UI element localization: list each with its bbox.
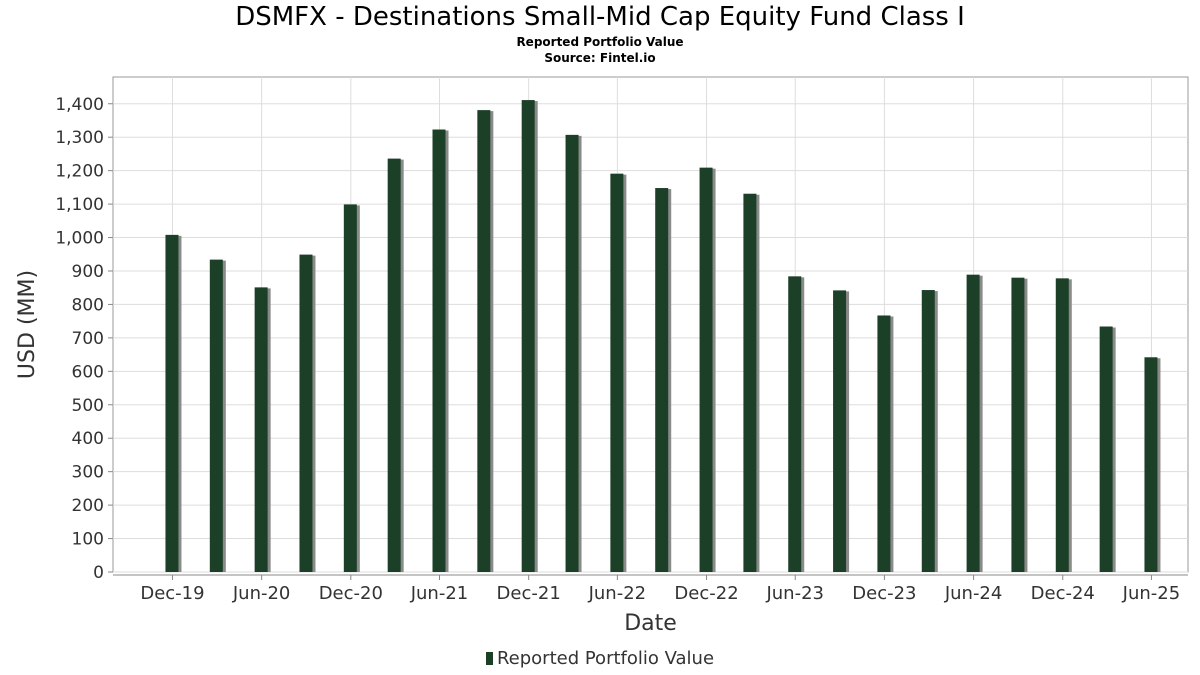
bar — [1011, 277, 1025, 572]
x-tick-label: Dec-24 — [1031, 583, 1095, 604]
y-tick-label: 100 — [72, 530, 104, 550]
x-tick-label: Jun-24 — [944, 583, 1003, 604]
bar — [254, 287, 268, 572]
bar — [299, 254, 313, 573]
x-tick-label: Dec-22 — [674, 583, 738, 604]
y-axis-title: USD (MM) — [15, 270, 40, 379]
bar — [921, 290, 935, 572]
y-tick-label: 700 — [72, 329, 104, 349]
bar — [877, 315, 891, 572]
y-tick-label: 600 — [72, 362, 104, 382]
x-tick-label: Jun-21 — [410, 583, 469, 604]
y-tick-label: 1,100 — [55, 195, 104, 215]
bar — [521, 100, 535, 573]
y-tick-label: 500 — [72, 396, 104, 416]
x-tick-label: Dec-19 — [140, 583, 204, 604]
legend-swatch — [485, 652, 493, 665]
x-axis-title: Date — [624, 611, 677, 636]
y-tick-label: 1,400 — [55, 95, 104, 115]
y-tick-label: 300 — [72, 463, 104, 483]
bar — [343, 204, 357, 572]
bar — [655, 188, 669, 573]
y-tick-label: 800 — [72, 295, 104, 315]
bar — [209, 259, 223, 572]
bar — [1144, 357, 1158, 572]
y-tick-label: 1,000 — [55, 229, 104, 249]
y-tick-label: 900 — [72, 262, 104, 282]
y-tick-label: 200 — [72, 496, 104, 516]
bar — [1099, 326, 1113, 572]
chart-title: DSMFX - Destinations Small-Mid Cap Equit… — [235, 2, 965, 32]
bar — [387, 158, 401, 573]
y-tick-label: 1,200 — [55, 162, 104, 182]
bar — [565, 134, 579, 572]
bar — [743, 193, 757, 572]
legend: Reported Portfolio Value — [0, 648, 1200, 669]
x-tick-label: Dec-20 — [319, 583, 383, 604]
bar — [833, 290, 847, 572]
y-tick-label: 1,300 — [55, 128, 104, 148]
bar — [788, 276, 802, 572]
x-tick-label: Jun-23 — [765, 583, 824, 604]
x-tick-label: Dec-21 — [497, 583, 561, 604]
bar — [610, 173, 624, 572]
bar — [165, 234, 179, 572]
x-tick-label: Jun-20 — [232, 583, 291, 604]
legend-label: Reported Portfolio Value — [496, 648, 715, 669]
y-tick-label: 0 — [93, 563, 104, 583]
bar — [432, 129, 446, 572]
bar — [966, 274, 980, 572]
chart-source: Source: Fintel.io — [544, 51, 656, 65]
plot-area — [112, 76, 1189, 573]
bar — [699, 167, 713, 572]
x-tick-label: Jun-22 — [588, 583, 647, 604]
chart-subtitle: Reported Portfolio Value — [516, 35, 684, 49]
x-tick-label: Jun-25 — [1122, 583, 1181, 604]
x-tick-label: Dec-23 — [852, 583, 916, 604]
bar — [1055, 278, 1069, 572]
bar — [477, 110, 491, 573]
y-tick-label: 400 — [72, 429, 104, 449]
